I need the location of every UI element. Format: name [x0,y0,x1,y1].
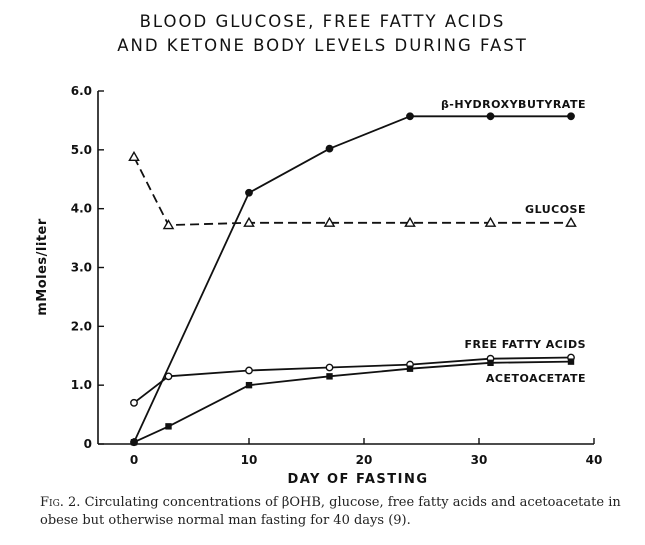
data-point [245,381,253,389]
series-label: ACETOACETATE [486,372,586,385]
chart-title: BLOOD GLUCOSE, FREE FATTY ACIDS AND KETO… [0,10,645,58]
series-label: FREE FATTY ACIDS [464,338,586,351]
data-point [406,112,414,121]
y-tick-label: 4.0 [71,202,92,216]
x-tick-label: 20 [356,453,373,467]
y-tick-label: 5.0 [71,143,92,157]
x-tick-label: 10 [241,453,258,467]
chart-series-markers [128,112,577,447]
data-point [245,366,253,375]
data-point [565,216,577,227]
x-tick-label: 30 [471,453,488,467]
y-tick-label: 6.0 [71,84,92,98]
y-tick-label: 0 [84,437,92,451]
data-point [128,150,140,162]
figure-caption-label: Fig. 2. [40,495,81,510]
series-line [133,156,571,227]
chart-series-lines [133,115,572,444]
y-tick-label: 1.0 [71,378,92,392]
figure-caption-text: Circulating concentrations of βOHB, gluc… [40,495,621,528]
chart-title-line-2: AND KETONE BODY LEVELS DURING FAST [117,36,528,55]
series-label: GLUCOSE [525,203,586,216]
data-point [406,365,414,372]
data-point [162,219,175,230]
series-line [133,115,571,443]
y-axis-label: mMoles/liter [35,218,50,316]
data-point [325,144,334,153]
data-point [165,423,172,430]
data-point [404,216,416,227]
x-tick-label: 0 [130,453,138,467]
data-point [164,372,173,381]
x-axis-label: DAY OF FASTING [287,472,428,487]
data-point [130,439,138,446]
data-point [323,216,336,227]
data-point [484,216,497,227]
x-tick-label: 40 [586,453,603,467]
data-point [245,188,253,197]
figure-caption: Fig. 2. Circulating concentrations of βO… [40,494,630,530]
data-point [567,358,575,365]
chart-axes: 0 1.0 2.0 3.0 4.0 5.0 6.0 0 10 20 30 40 [71,84,603,467]
data-point [486,112,495,121]
data-point [326,373,333,380]
data-point [130,398,138,407]
y-tick-label: 2.0 [71,319,92,333]
chart-plot: 0 1.0 2.0 3.0 4.0 5.0 6.0 0 10 20 30 40 β-HYDROXYBU… [35,84,603,487]
data-point [487,359,494,367]
y-tick-label: 3.0 [71,261,92,275]
data-point [325,363,334,372]
data-point [567,112,575,121]
chart-series-labels: β-HYDROXYBUTYRATE GLUCOSE FREE FATTY ACIDS… [441,98,586,385]
data-point [243,216,255,227]
series-label: β-HYDROXYBUTYRATE [441,98,586,111]
chart-title-line-1: BLOOD GLUCOSE, FREE FATTY ACIDS [139,12,506,31]
